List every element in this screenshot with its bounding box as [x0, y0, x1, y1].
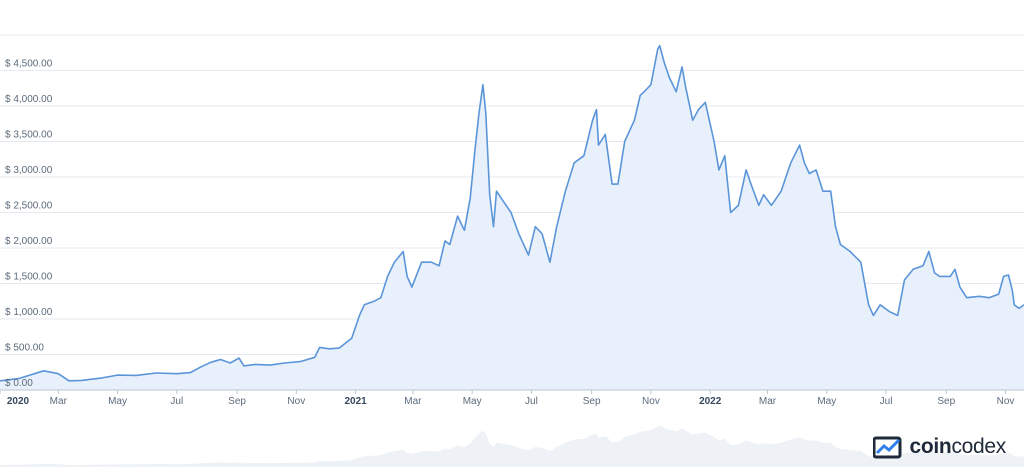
- price-area-fill: [0, 45, 1024, 390]
- x-tick-label: Jul: [525, 396, 538, 407]
- x-tick-label: Mar: [759, 396, 777, 407]
- y-tick-label: $ 3,000.00: [5, 165, 53, 176]
- y-tick-label: $ 500.00: [5, 343, 44, 354]
- x-tick-label: May: [817, 396, 836, 407]
- x-tick-label: Mar: [50, 396, 68, 407]
- x-tick-label: Jul: [880, 396, 893, 407]
- y-axis-labels: $ 0.00 $ 500.00 $ 1,000.00 $ 1,500.00 $ 2,00…: [5, 59, 53, 390]
- y-tick-label: $ 0.00: [5, 378, 33, 389]
- x-tick-label: 2022: [699, 396, 722, 407]
- y-tick-label: $ 4,000.00: [5, 94, 53, 105]
- coincodex-logo-text: coincodex: [909, 435, 1006, 458]
- y-tick-label: $ 1,000.00: [5, 307, 53, 318]
- y-tick-label: $ 2,500.00: [5, 201, 53, 212]
- x-tick-label: Sep: [937, 396, 955, 407]
- price-area: [0, 44, 1024, 390]
- coincodex-logo: coincodex: [873, 435, 1006, 459]
- x-tick-label: 2021: [344, 396, 367, 407]
- x-tick-label: Jul: [170, 396, 183, 407]
- volume-navigator: [0, 425, 1024, 467]
- y-tick-label: $ 4,500.00: [5, 59, 53, 70]
- y-tick-label: $ 2,000.00: [5, 236, 53, 247]
- x-tick-label: May: [108, 396, 127, 407]
- y-tick-label: $ 1,500.00: [5, 272, 53, 283]
- x-tick-label: May: [463, 396, 482, 407]
- x-tick-label: 2020: [7, 396, 30, 407]
- x-tick-label: Nov: [997, 396, 1015, 407]
- navigator-area: [0, 425, 1024, 466]
- x-tick-label: Nov: [642, 396, 660, 407]
- x-tick-label: Mar: [404, 396, 422, 407]
- x-axis: 2020 Mar May Jul Sep Nov 2021 Mar May Jul Sep Nov 20…: [0, 389, 1024, 407]
- x-tick-label: Nov: [287, 396, 305, 407]
- x-tick-label: Sep: [228, 396, 246, 407]
- y-tick-label: $ 3,500.00: [5, 130, 53, 141]
- coincodex-logo-icon: [873, 436, 902, 459]
- price-line: [0, 44, 1024, 382]
- x-tick-label: Sep: [583, 396, 601, 407]
